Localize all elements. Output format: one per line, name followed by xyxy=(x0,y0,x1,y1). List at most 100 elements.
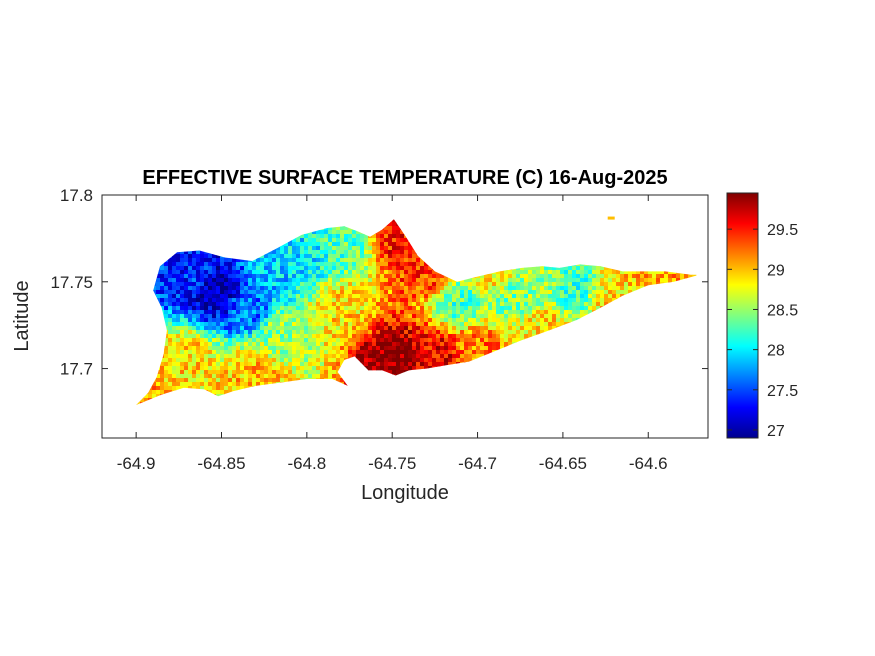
temperature-cell xyxy=(248,298,253,303)
temperature-cell xyxy=(624,254,629,259)
temperature-cell xyxy=(628,298,633,303)
temperature-cell xyxy=(504,222,509,227)
temperature-cell xyxy=(332,278,337,283)
temperature-cell xyxy=(252,254,257,259)
temperature-cell xyxy=(528,350,533,355)
temperature-cell xyxy=(680,274,685,279)
temperature-cell xyxy=(324,219,329,223)
temperature-cell xyxy=(256,274,261,279)
temperature-cell xyxy=(136,322,137,327)
temperature-cell xyxy=(156,238,161,243)
temperature-cell xyxy=(592,266,597,271)
temperature-cell xyxy=(204,350,209,355)
temperature-cell xyxy=(552,282,557,287)
temperature-cell xyxy=(684,330,689,335)
temperature-cell xyxy=(556,346,561,351)
temperature-cell xyxy=(184,262,189,267)
temperature-cell xyxy=(504,290,509,295)
temperature-cell xyxy=(460,262,465,267)
temperature-cell xyxy=(684,342,689,347)
temperature-cell xyxy=(364,298,369,303)
temperature-cell xyxy=(140,266,145,271)
temperature-cell xyxy=(544,266,549,271)
temperature-cell xyxy=(472,322,477,327)
temperature-cell xyxy=(584,222,589,227)
temperature-cell xyxy=(348,314,353,319)
temperature-cell xyxy=(636,286,641,291)
temperature-cell xyxy=(172,318,177,323)
temperature-cell xyxy=(152,254,157,259)
temperature-cell xyxy=(216,326,221,331)
temperature-cell xyxy=(664,350,669,355)
temperature-cell xyxy=(480,338,485,343)
temperature-cell xyxy=(628,266,633,271)
temperature-cell xyxy=(572,266,577,271)
temperature-cell xyxy=(520,254,525,259)
temperature-cell xyxy=(496,246,501,251)
temperature-cell xyxy=(160,246,165,251)
temperature-cell xyxy=(512,302,517,307)
temperature-cell xyxy=(640,342,645,347)
temperature-cell xyxy=(608,322,613,327)
temperature-cell xyxy=(600,270,605,275)
temperature-cell xyxy=(380,350,385,355)
temperature-cell xyxy=(164,258,169,263)
temperature-cell xyxy=(496,354,501,359)
temperature-cell xyxy=(652,286,657,291)
temperature-cell xyxy=(212,219,217,223)
temperature-cell xyxy=(572,234,577,239)
temperature-cell xyxy=(384,238,389,243)
temperature-cell xyxy=(356,258,361,263)
temperature-cell xyxy=(272,342,277,347)
temperature-cell xyxy=(300,262,305,267)
temperature-cell xyxy=(196,246,201,251)
temperature-cell xyxy=(616,294,621,299)
temperature-cell xyxy=(288,290,293,295)
temperature-cell xyxy=(400,302,405,307)
temperature-cell xyxy=(192,246,197,251)
temperature-cell xyxy=(528,294,533,299)
temperature-cell xyxy=(332,298,337,303)
temperature-cell xyxy=(376,330,381,335)
temperature-cell xyxy=(648,298,653,303)
temperature-cell xyxy=(384,282,389,287)
temperature-cell xyxy=(576,354,581,359)
temperature-cell xyxy=(564,306,569,311)
temperature-cell xyxy=(656,238,661,243)
temperature-cell xyxy=(184,346,189,351)
temperature-cell xyxy=(556,226,561,231)
temperature-cell xyxy=(136,258,141,263)
temperature-cell xyxy=(444,226,449,231)
temperature-cell xyxy=(636,314,641,319)
temperature-cell xyxy=(528,250,533,255)
temperature-cell xyxy=(568,322,573,327)
temperature-cell xyxy=(464,266,469,271)
temperature-cell xyxy=(284,234,289,239)
temperature-cell xyxy=(556,302,561,307)
temperature-cell xyxy=(632,262,637,267)
temperature-cell xyxy=(488,246,493,251)
temperature-cell xyxy=(620,254,625,259)
temperature-cell xyxy=(412,278,417,283)
temperature-cell xyxy=(476,266,481,271)
temperature-cell xyxy=(192,262,197,267)
temperature-cell xyxy=(580,282,585,287)
temperature-cell xyxy=(228,330,233,335)
temperature-cell xyxy=(516,262,521,267)
temperature-cell xyxy=(516,306,521,311)
temperature-cell xyxy=(320,310,325,315)
temperature-cell xyxy=(444,246,449,251)
temperature-cell xyxy=(600,330,605,335)
temperature-cell xyxy=(456,346,461,351)
temperature-cell xyxy=(140,290,145,295)
temperature-cell xyxy=(144,266,149,271)
temperature-cell xyxy=(400,322,405,327)
temperature-cell xyxy=(620,226,625,231)
temperature-cell xyxy=(528,234,533,239)
temperature-cell xyxy=(268,230,273,235)
temperature-cell xyxy=(500,270,505,275)
temperature-cell xyxy=(188,238,193,243)
temperature-cell xyxy=(324,354,329,359)
temperature-cell xyxy=(292,278,297,283)
temperature-cell xyxy=(372,338,377,343)
